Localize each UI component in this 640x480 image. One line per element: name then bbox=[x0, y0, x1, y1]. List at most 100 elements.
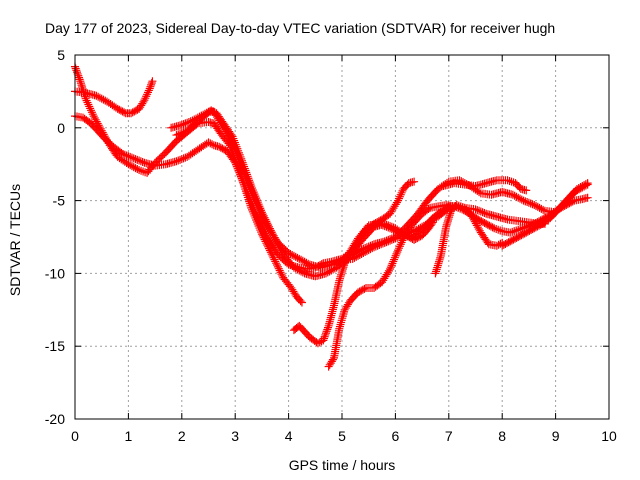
data-point bbox=[270, 233, 279, 242]
data-point bbox=[289, 251, 298, 260]
data-point bbox=[129, 163, 138, 172]
data-point bbox=[325, 267, 334, 276]
data-point bbox=[248, 184, 257, 193]
y-tick-label: 0 bbox=[57, 120, 65, 136]
data-point bbox=[177, 155, 186, 164]
data-point bbox=[141, 168, 150, 177]
data-point bbox=[517, 195, 526, 204]
data-point bbox=[475, 188, 484, 197]
data-point bbox=[142, 92, 151, 101]
y-tick-labels: 5 0 -5 -10 -15 -20 bbox=[45, 47, 65, 427]
data-point bbox=[480, 208, 489, 217]
data-point bbox=[327, 266, 336, 275]
data-point bbox=[176, 155, 185, 164]
data-point bbox=[293, 265, 302, 274]
data-point bbox=[382, 222, 391, 231]
data-point bbox=[124, 152, 133, 161]
x-tick-label: 8 bbox=[498, 428, 506, 444]
data-point bbox=[516, 194, 524, 203]
data-point bbox=[181, 127, 190, 136]
data-point bbox=[274, 264, 283, 273]
data-point bbox=[259, 225, 268, 234]
data-point bbox=[239, 160, 248, 169]
data-point bbox=[329, 265, 338, 274]
data-point bbox=[576, 184, 585, 193]
data-point bbox=[348, 250, 357, 259]
data-point bbox=[475, 206, 484, 215]
data-point bbox=[273, 239, 282, 248]
data-point bbox=[496, 226, 505, 235]
data-point bbox=[174, 156, 183, 165]
data-point bbox=[172, 131, 181, 140]
data-point bbox=[393, 247, 402, 256]
data-point bbox=[266, 226, 275, 235]
data-point bbox=[368, 241, 377, 250]
data-point bbox=[254, 214, 263, 223]
x-axis-title: GPS time / hours bbox=[289, 457, 396, 473]
data-point bbox=[321, 329, 330, 338]
data-point bbox=[181, 119, 190, 128]
data-point bbox=[395, 192, 404, 201]
data-point bbox=[258, 210, 267, 219]
data-point bbox=[357, 245, 366, 254]
data-point bbox=[506, 228, 515, 237]
x-tick-label: 0 bbox=[71, 428, 79, 444]
data-point bbox=[234, 146, 243, 155]
data-point bbox=[179, 120, 188, 129]
data-point bbox=[391, 251, 400, 260]
data-point bbox=[143, 88, 152, 97]
data-point bbox=[92, 117, 101, 126]
data-point bbox=[208, 107, 217, 116]
x-tick-label: 6 bbox=[392, 428, 400, 444]
x-tick-label: 4 bbox=[285, 428, 293, 444]
data-point bbox=[84, 100, 93, 109]
data-point bbox=[384, 235, 393, 244]
data-point bbox=[392, 249, 401, 258]
data-point bbox=[386, 265, 395, 274]
data-point bbox=[581, 181, 590, 190]
data-point bbox=[508, 190, 517, 199]
data-point bbox=[235, 150, 244, 159]
chart-title: Day 177 of 2023, Sidereal Day-to-day VTE… bbox=[45, 20, 555, 36]
data-point bbox=[136, 157, 145, 166]
data-point bbox=[245, 178, 254, 187]
data-point bbox=[257, 222, 266, 231]
data-point bbox=[247, 182, 256, 191]
data-point bbox=[147, 79, 156, 88]
data-point bbox=[398, 236, 407, 245]
data-point bbox=[75, 75, 84, 84]
data-point bbox=[263, 219, 272, 228]
data-point bbox=[234, 148, 243, 157]
data-point bbox=[72, 66, 81, 75]
data-point bbox=[380, 222, 389, 231]
data-point bbox=[382, 236, 391, 245]
data-point bbox=[468, 214, 477, 223]
data-point bbox=[471, 219, 480, 228]
data-point bbox=[389, 226, 398, 235]
data-point bbox=[143, 90, 152, 99]
data-point bbox=[298, 256, 307, 265]
data-point bbox=[384, 266, 393, 275]
data-point bbox=[124, 160, 133, 169]
x-tick-label: 3 bbox=[231, 428, 239, 444]
data-point bbox=[384, 223, 393, 232]
data-point bbox=[364, 242, 373, 251]
data-point bbox=[291, 252, 300, 261]
data-point bbox=[117, 148, 126, 157]
data-point bbox=[269, 253, 278, 262]
data-point bbox=[206, 139, 215, 148]
x-tick-label: 9 bbox=[552, 428, 560, 444]
data-point bbox=[328, 355, 337, 364]
data-point bbox=[135, 166, 144, 175]
data-point bbox=[302, 258, 311, 267]
data-point bbox=[240, 164, 249, 173]
data-point bbox=[390, 255, 399, 264]
data-point bbox=[530, 200, 539, 209]
data-point bbox=[176, 129, 185, 138]
data-point bbox=[492, 224, 501, 233]
data-point bbox=[322, 327, 331, 336]
data-point bbox=[387, 225, 396, 234]
data-point bbox=[129, 154, 138, 163]
data-point bbox=[87, 106, 96, 115]
x-tick-label: 1 bbox=[125, 428, 133, 444]
